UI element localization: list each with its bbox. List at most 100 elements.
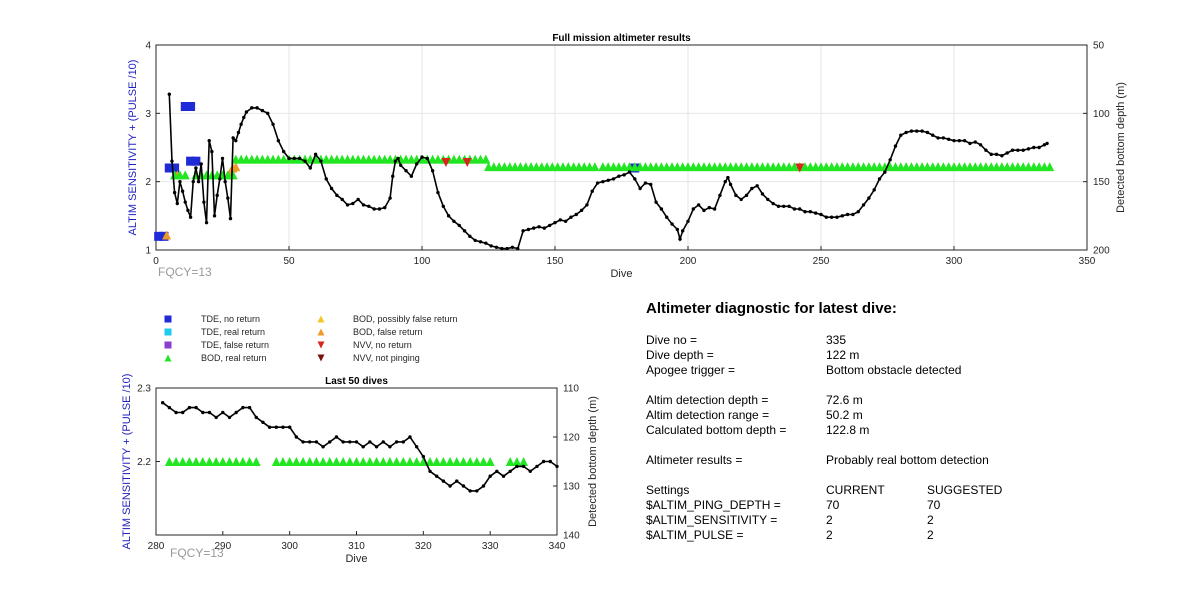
depth-point (191, 179, 195, 184)
depth-point (739, 197, 743, 202)
altim-range-value: 50.2 m (826, 408, 863, 422)
depth-point (505, 246, 509, 251)
depth-point (202, 200, 206, 204)
depth-point (254, 415, 258, 420)
y-tick-label: 2.2 (137, 457, 151, 468)
depth-point (553, 220, 557, 225)
depth-point (181, 410, 185, 415)
depth-point (334, 435, 339, 439)
depth-point (920, 129, 924, 133)
dive-no-label: Dive no = (646, 333, 698, 347)
depth-point (201, 410, 205, 415)
depth-point (218, 177, 222, 181)
marker-triangle-up (285, 457, 295, 466)
apogee-label: Apogee trigger = (646, 363, 736, 377)
depth-point (766, 197, 770, 202)
x-tick-label: 100 (414, 256, 431, 267)
depth-point (368, 440, 372, 444)
marker-triangle-up (1045, 162, 1055, 172)
depth-point (1016, 148, 1020, 152)
calc-depth-label: Calculated bottom depth = (646, 423, 787, 437)
depth-point (242, 115, 246, 120)
axes-box (155, 44, 1088, 251)
depth-point (391, 174, 395, 178)
depth-point (1000, 154, 1004, 158)
depth-point (824, 215, 829, 219)
depth-point (174, 410, 178, 415)
marker-triangle-up (198, 457, 208, 466)
x-tick-label: 150 (547, 256, 564, 267)
depth-point (281, 425, 285, 429)
fqcy-annotation: FQCY=13 (170, 546, 224, 560)
depth-point (204, 220, 209, 225)
marker-triangle-up (445, 457, 455, 466)
depth-point (601, 179, 605, 184)
marker-triangle-up (271, 457, 281, 466)
depth-point (728, 182, 733, 187)
marker-triangle-up (317, 315, 325, 323)
x-tick-label: 50 (283, 256, 295, 267)
depth-line (162, 402, 558, 492)
depth-point (321, 445, 325, 449)
depth-point (303, 159, 307, 163)
depth-point (1037, 145, 1041, 150)
depth-point (707, 205, 711, 210)
marker-square (164, 328, 172, 336)
marker-triangle-up (331, 457, 341, 466)
depth-point (187, 405, 192, 410)
depth-point (675, 227, 680, 232)
depth-point (877, 177, 882, 181)
depth-point (461, 484, 466, 488)
y-right-axis-label: Detected bottom depth (m) (587, 396, 599, 527)
marker-triangle-up (278, 457, 288, 466)
depth-point (627, 170, 632, 174)
marker-triangle-up (472, 457, 482, 466)
depth-point (276, 138, 281, 143)
depth-point (287, 425, 292, 429)
depth-point (404, 169, 408, 173)
depth-point (207, 138, 211, 143)
depth-point (494, 245, 499, 249)
depth-point (455, 479, 459, 483)
depth-point (267, 425, 272, 429)
marker-square (191, 156, 201, 166)
depth-point (899, 133, 903, 137)
y-right-tick-label: 200 (1093, 246, 1110, 257)
depth-point (468, 489, 472, 493)
results-value: Probably real bottom detection (826, 453, 989, 467)
depth-point (399, 163, 403, 167)
apogee-value: Bottom obstacle detected (826, 363, 962, 377)
depth-point (994, 152, 999, 157)
chart-title: Last 50 dives (325, 376, 388, 387)
y-tick-label: 4 (145, 41, 151, 52)
depth-point (936, 136, 940, 140)
depth-point (255, 106, 259, 110)
last-50-dives-chart: 280 290 300 310 320 330 340 2.2 2.3 110 120 130 140 L… (121, 374, 599, 565)
depth-point (803, 210, 807, 214)
full-mission-chart: 0 50 100 150 200 250 300 350 1 2 3 4 50 100 150 200 Full… (127, 33, 1127, 280)
depth-point (537, 225, 541, 229)
depth-point (606, 178, 610, 182)
depth-point (396, 156, 400, 161)
depth-point (409, 174, 414, 178)
depth-point (435, 474, 439, 478)
setting-row-ping-depth: $ALTIM_PING_DEPTH = 70 70 (646, 498, 1166, 513)
depth-point (436, 190, 440, 195)
depth-point (223, 179, 227, 184)
x-tick-label: 0 (153, 256, 159, 267)
depth-point (319, 159, 323, 163)
depth-point (314, 440, 319, 444)
depth-point (670, 222, 674, 226)
marker-triangle-up (164, 457, 174, 466)
depth-point (521, 229, 525, 233)
depth-point (212, 214, 217, 218)
depth-point (989, 152, 993, 157)
y-right-tick-label: 120 (563, 433, 580, 444)
legend: TDE, no return TDE, real return TDE, false… (164, 314, 458, 363)
depth-point (808, 210, 813, 214)
depth-point (595, 181, 600, 185)
depth-point (888, 158, 892, 162)
marker-triangle-up (425, 457, 435, 466)
depth-point (532, 226, 536, 230)
